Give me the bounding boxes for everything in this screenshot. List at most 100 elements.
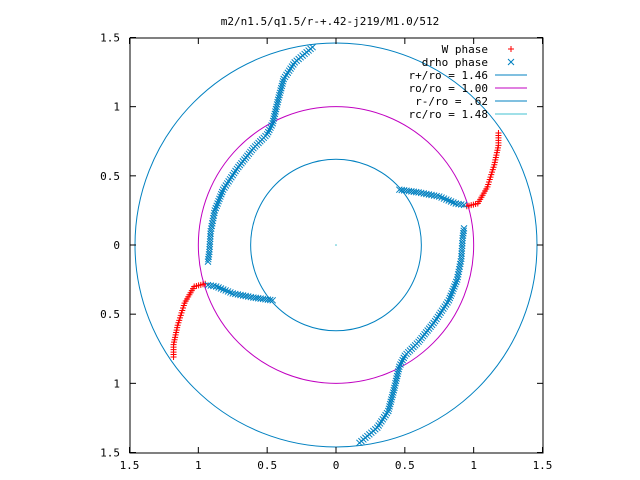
y-tick-label-4: 0.5 (100, 308, 120, 321)
point-1-1-6 (458, 239, 466, 247)
point-1-3-25 (216, 195, 223, 203)
y-tick-label-6: 1.5 (100, 447, 120, 460)
legend-label-3: ro/ro = 1.00 (409, 82, 488, 95)
point-1-0-9 (417, 189, 425, 197)
point-1-3-81 (279, 77, 287, 85)
point-1-3-27 (217, 190, 225, 198)
point-1-1-12 (457, 255, 465, 263)
point-1-2-10 (244, 293, 252, 300)
x-tick-label-1: 1 (195, 459, 202, 472)
point-1-1-25 (449, 287, 456, 295)
point-1-3-6 (206, 243, 214, 251)
point-1-3-28 (218, 188, 226, 196)
legend-label-2: r+/ro = 1.46 (409, 69, 488, 82)
point-1-0-14 (430, 192, 438, 199)
legend-label-1: drho phase (422, 56, 488, 69)
point-1-1-16 (455, 265, 463, 273)
x-tick-label-3: 0 (333, 459, 340, 472)
point-1-2-25 (207, 282, 215, 289)
point-1-3-18 (210, 212, 218, 219)
point-1-3-20 (211, 207, 219, 214)
point-1-2-12 (239, 292, 247, 299)
point-0-1-35 (170, 354, 177, 361)
point-1-0-23 (452, 200, 460, 207)
point-1-1-27 (447, 292, 455, 300)
x-tick-label-5: 1 (470, 459, 477, 472)
y-tick-label-2: 0.5 (100, 170, 120, 183)
point-1-1-99 (356, 439, 363, 447)
circle-1 (197, 106, 475, 384)
point-1-0-8 (415, 189, 422, 196)
point-1-3-21 (212, 204, 220, 212)
y-tick-label-0: 1.5 (100, 32, 120, 45)
series-1 (204, 43, 468, 447)
point-1-2-8 (250, 294, 257, 301)
x-tick-label-2: 0.5 (257, 459, 277, 472)
point-1-3-23 (214, 200, 221, 207)
point-1-1-7 (458, 242, 466, 250)
point-1-0-25 (457, 201, 465, 208)
point-1-3-99 (309, 43, 316, 51)
point-1-0-12 (425, 191, 433, 198)
point-1-3-13 (207, 225, 215, 232)
point-1-1-5 (459, 237, 466, 245)
point-1-2-14 (234, 291, 242, 298)
circle-2 (250, 158, 422, 332)
point-1-2-24 (210, 282, 217, 290)
point-1-2-13 (237, 291, 244, 299)
point-1-1-17 (455, 268, 463, 276)
point-1-3-4 (205, 248, 213, 256)
legend-label-4: r-/ro = .62 (415, 95, 488, 108)
point-1-1-9 (458, 247, 466, 255)
legend-symbol-1 (507, 58, 515, 66)
legend-symbol-0 (508, 46, 514, 52)
legend-label-0: W phase (442, 43, 488, 56)
point-1-3-17 (209, 214, 217, 222)
series-0 (170, 129, 502, 361)
point-1-3-12 (207, 227, 215, 235)
y-tick-label-3: 0 (113, 239, 120, 252)
point-1-1-18 (454, 271, 462, 278)
point-1-2-26 (204, 281, 212, 289)
y-tick-label-1: 1 (113, 101, 120, 114)
point-1-1-8 (458, 245, 466, 252)
legend-label-5: rc/ro = 1.48 (409, 108, 488, 121)
point-1-1-26 (448, 290, 455, 297)
data-points (170, 43, 502, 447)
point-1-1-24 (450, 285, 457, 293)
point-1-3-15 (208, 220, 216, 227)
point-1-0-11 (422, 190, 430, 198)
point-1-3-22 (213, 202, 221, 210)
point-1-1-21 (452, 278, 460, 286)
point-1-3-7 (206, 240, 214, 248)
point-1-0-15 (433, 192, 441, 200)
x-tick-label-6: 1.5 (533, 459, 553, 472)
point-1-0-26 (460, 201, 468, 209)
chart-title: m2/n1.5/q1.5/r-+.42-j219/M1.0/512 (221, 15, 440, 28)
point-1-1-15 (456, 263, 464, 270)
axis-ticks: 1.5 1 0.5 0 0.5 1 1.51.510.500.511.5 (100, 32, 552, 473)
point-1-0-10 (420, 190, 428, 197)
point-1-3-26 (217, 193, 224, 200)
point-1-1-19 (454, 273, 462, 281)
point-1-2-11 (242, 292, 250, 300)
point-1-2-23 (212, 283, 220, 290)
x-tick-label-4: 0.5 (395, 459, 415, 472)
center-point (335, 244, 337, 246)
point-1-1-14 (456, 260, 464, 268)
point-1-1-13 (457, 258, 465, 265)
point-1-3-19 (210, 209, 218, 217)
point-1-3-10 (207, 233, 214, 240)
point-1-0-24 (455, 200, 462, 208)
point-1-1-4 (459, 234, 467, 242)
point-1-3-14 (208, 222, 216, 230)
point-1-2-15 (231, 290, 239, 298)
point-1-0-13 (428, 191, 435, 199)
point-1-2-9 (247, 293, 255, 301)
point-1-1-22 (451, 280, 459, 288)
point-1-1-28 (446, 294, 454, 302)
point-1-1-10 (458, 250, 465, 257)
point-1-3-5 (206, 245, 213, 253)
